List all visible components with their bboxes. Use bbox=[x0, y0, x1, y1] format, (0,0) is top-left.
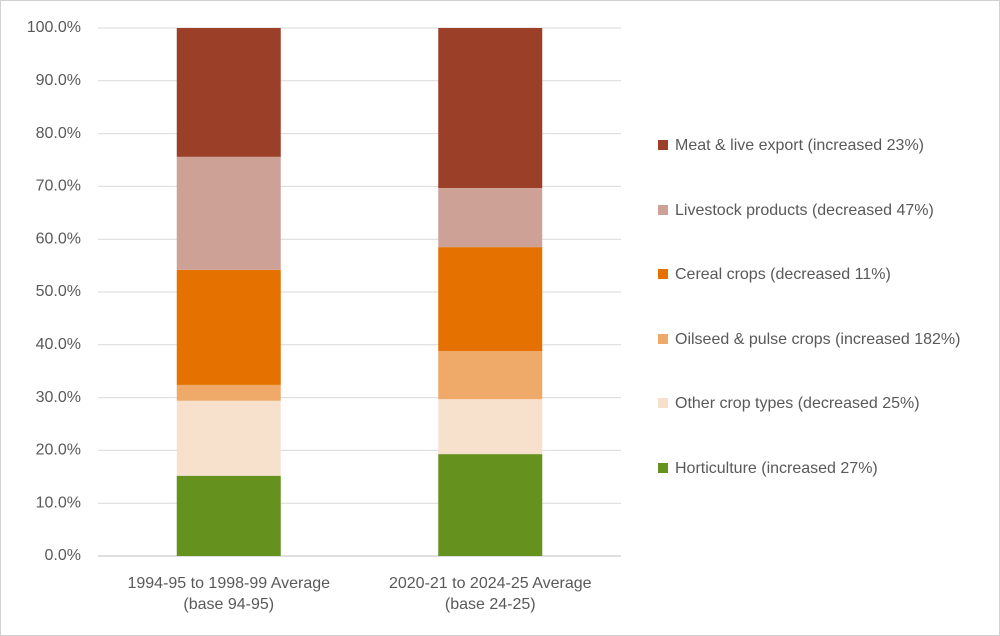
legend-entry: Horticulture (increased 27%) bbox=[658, 458, 980, 479]
y-tick-label: 10.0% bbox=[36, 494, 81, 511]
legend-entry: Other crop types (decreased 25%) bbox=[658, 393, 980, 414]
bar-segment bbox=[438, 247, 543, 352]
bar-segment bbox=[176, 28, 281, 157]
bar-segment bbox=[176, 384, 281, 401]
y-tick-label: 80.0% bbox=[36, 125, 81, 142]
legend-label: Oilseed & pulse crops (increased 182%) bbox=[675, 330, 961, 348]
x-tick-label: 1994-95 to 1998-99 Average (base 94-95) bbox=[127, 575, 331, 613]
legend-label: Other crop types (decreased 25%) bbox=[675, 395, 920, 412]
bar-segment bbox=[438, 454, 543, 556]
legend-label: Meat & live export (increased 23%) bbox=[675, 137, 924, 154]
bar-segment bbox=[438, 28, 543, 188]
legend-swatch bbox=[658, 398, 668, 408]
legend-swatch bbox=[658, 140, 668, 150]
legend-entry: Oilseed & pulse crops (increased 182%) bbox=[658, 329, 980, 350]
y-tick-label: 40.0% bbox=[36, 336, 81, 353]
legend-swatch bbox=[658, 462, 668, 473]
y-tick-label: 0.0% bbox=[45, 547, 81, 564]
bar-segment bbox=[176, 269, 281, 385]
bar-segment bbox=[176, 156, 281, 270]
legend-swatch bbox=[658, 333, 668, 344]
bar-segment bbox=[438, 187, 543, 248]
legend-label: Cereal crops (decreased 11%) bbox=[675, 266, 891, 283]
y-tick-label: 90.0% bbox=[36, 72, 81, 89]
y-tick-label: 30.0% bbox=[36, 389, 81, 406]
bar-segment bbox=[438, 399, 543, 455]
y-tick-label: 60.0% bbox=[36, 230, 81, 247]
bar-segment bbox=[176, 400, 281, 476]
y-tick-label: 50.0% bbox=[36, 283, 81, 300]
y-tick-label: 100.0% bbox=[27, 19, 81, 36]
legend-entry: Cereal crops (decreased 11%) bbox=[658, 264, 980, 285]
x-tick-label: 2020-21 to 2024-25 Average (base 24-25) bbox=[388, 575, 592, 613]
legend-swatch bbox=[658, 269, 668, 279]
y-tick-label: 20.0% bbox=[36, 442, 81, 459]
legend-entry: Livestock products (decreased 47%) bbox=[658, 200, 980, 221]
legend-entry: Meat & live export (increased 23%) bbox=[658, 135, 980, 156]
legend-swatch bbox=[658, 204, 668, 215]
legend-label: Livestock products (decreased 47%) bbox=[675, 201, 934, 219]
bar-segment bbox=[438, 351, 543, 400]
y-tick-label: 70.0% bbox=[36, 178, 81, 195]
bar-segment bbox=[176, 475, 281, 556]
legend-label: Horticulture (increased 27%) bbox=[675, 459, 878, 477]
